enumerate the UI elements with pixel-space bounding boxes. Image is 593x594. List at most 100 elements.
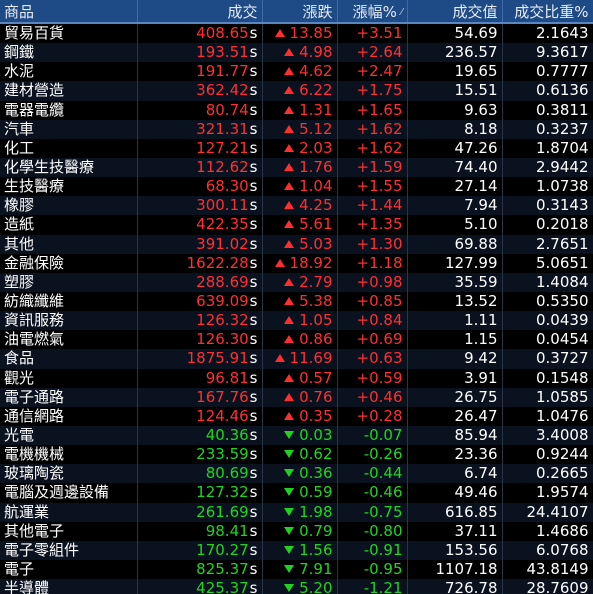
change-value: 1.56 <box>299 540 333 559</box>
table-row[interactable]: 水泥 191.77s 4.62 +2.47 19.65 0.7777 <box>0 62 593 82</box>
table-row[interactable]: 塑膠 288.69s 2.79 +0.98 35.59 1.4084 <box>0 272 593 292</box>
sector-name: 半導體 <box>0 579 138 594</box>
header-ratio[interactable]: 成交比重% <box>502 0 593 24</box>
up-arrow-icon <box>284 124 295 133</box>
table-row[interactable]: 鋼鐵 193.51s 4.98 +2.64 236.57 9.3617 <box>0 43 593 63</box>
header-change[interactable]: 漲跌 <box>262 0 338 24</box>
up-arrow-icon <box>284 335 295 344</box>
table-row[interactable]: 光電 40.36s 0.03 -0.07 85.94 3.4008 <box>0 425 593 446</box>
change-pct-value: -1.21 <box>337 579 408 594</box>
price-suffix: s <box>249 119 258 138</box>
change-value: 4.25 <box>299 196 333 215</box>
price-suffix: s <box>249 540 258 559</box>
ratio-value: 0.0454 <box>502 330 593 350</box>
change-pct-value: +0.69 <box>337 330 408 350</box>
volume-value: 5.10 <box>407 215 503 235</box>
volume-value: 15.51 <box>407 81 503 101</box>
table-row[interactable]: 資訊服務 126.32s 1.05 +0.84 1.11 0.0439 <box>0 311 593 331</box>
price-suffix: s <box>249 406 258 425</box>
ratio-value: 2.1643 <box>502 23 593 44</box>
change-pct-value: +0.46 <box>337 387 408 407</box>
table-row[interactable]: 電子 825.37s 7.91 -0.95 1107.18 43.8149 <box>0 559 593 580</box>
change-value: 0.57 <box>299 368 333 387</box>
table-row[interactable]: 紡織纖維 639.09s 5.38 +0.85 13.52 0.5350 <box>0 291 593 312</box>
volume-value: 85.94 <box>407 425 503 446</box>
table-row[interactable]: 半導體 425.37s 5.20 -1.21 726.78 28.7609 <box>0 579 593 594</box>
up-arrow-icon <box>274 354 285 363</box>
ratio-value: 2.7651 <box>502 234 593 254</box>
table-row[interactable]: 化學生技醫療 112.62s 1.76 +1.59 74.40 2.9442 <box>0 157 593 178</box>
change-value: 7.91 <box>299 560 333 578</box>
price-value: 68.30 <box>205 177 249 196</box>
price-value: 425.37 <box>196 579 249 594</box>
ratio-value: 1.8704 <box>502 138 593 158</box>
table-row[interactable]: 其他電子 98.41s 0.79 -0.80 37.11 1.4686 <box>0 521 593 541</box>
sector-name: 觀光 <box>0 368 138 388</box>
sector-name: 橡膠 <box>0 196 138 216</box>
price-suffix: s <box>249 560 258 578</box>
table-row[interactable]: 玻璃陶瓷 80.69s 0.36 -0.44 6.74 0.2665 <box>0 464 593 484</box>
volume-value: 153.56 <box>407 540 503 560</box>
sort-icon[interactable]: ⁄ <box>400 6 403 18</box>
price-suffix: s <box>249 311 258 330</box>
sector-name: 電器電纜 <box>0 100 138 120</box>
table-row[interactable]: 造紙 422.35s 5.61 +1.35 5.10 0.2018 <box>0 215 593 235</box>
change-cell: 0.76 <box>262 387 338 407</box>
price-cell: 127.32s <box>137 483 263 503</box>
change-value: 1.76 <box>299 158 333 177</box>
sector-name: 電腦及週邊設備 <box>0 483 138 503</box>
table-row[interactable]: 觀光 96.81s 0.57 +0.59 3.91 0.1548 <box>0 368 593 388</box>
table-row[interactable]: 電腦及週邊設備 127.32s 0.59 -0.46 49.46 1.9574 <box>0 483 593 503</box>
price-value: 825.37 <box>196 560 249 578</box>
ratio-value: 0.7777 <box>502 62 593 82</box>
price-value: 40.36 <box>205 426 249 445</box>
table-row[interactable]: 生技醫療 68.30s 1.04 +1.55 27.14 1.0738 <box>0 177 593 197</box>
price-suffix: s <box>249 253 258 272</box>
up-arrow-icon <box>284 182 295 191</box>
table-row[interactable]: 金融保險 1622.28s 18.92 +1.18 127.99 5.0651 <box>0 253 593 273</box>
header-price[interactable]: 成交 <box>137 0 263 24</box>
volume-value: 74.40 <box>407 157 503 178</box>
down-arrow-icon <box>284 450 295 459</box>
table-row[interactable]: 化工 127.21s 2.03 +1.62 47.26 1.8704 <box>0 138 593 158</box>
price-value: 80.69 <box>205 464 249 483</box>
change-cell: 1.98 <box>262 502 338 522</box>
table-row[interactable]: 電子通路 167.76s 0.76 +0.46 26.75 1.0585 <box>0 387 593 407</box>
change-cell: 11.69 <box>262 349 338 369</box>
table-row[interactable]: 電子零組件 170.27s 1.56 -0.91 153.56 6.0768 <box>0 540 593 560</box>
header-volume[interactable]: 成交值 <box>407 0 503 24</box>
header-name[interactable]: 商品 <box>0 0 138 24</box>
header-change-pct[interactable]: 漲幅% ⁄ <box>337 0 408 24</box>
volume-value: 23.36 <box>407 445 503 465</box>
table-row[interactable]: 汽車 321.31s 5.12 +1.62 8.18 0.3237 <box>0 119 593 139</box>
table-row[interactable]: 貿易百貨 408.65s 13.85 +3.51 54.69 2.1643 <box>0 23 593 44</box>
price-suffix: s <box>249 272 258 291</box>
down-arrow-icon <box>284 545 295 554</box>
price-value: 126.32 <box>196 311 249 330</box>
table-row[interactable]: 通信網路 124.46s 0.35 +0.28 26.47 1.0476 <box>0 406 593 426</box>
sector-name: 油電燃氣 <box>0 330 138 350</box>
table-row[interactable]: 橡膠 300.11s 4.25 +1.44 7.94 0.3143 <box>0 196 593 216</box>
ratio-value: 1.0476 <box>502 406 593 426</box>
change-pct-value: +0.28 <box>337 406 408 426</box>
change-cell: 18.92 <box>262 253 338 273</box>
table-row[interactable]: 油電燃氣 126.30s 0.86 +0.69 1.15 0.0454 <box>0 330 593 350</box>
table-row[interactable]: 建材營造 362.42s 6.22 +1.75 15.51 0.6136 <box>0 81 593 101</box>
table-row[interactable]: 其他 391.02s 5.03 +1.30 69.88 2.7651 <box>0 234 593 254</box>
sector-name: 資訊服務 <box>0 311 138 331</box>
sector-name: 其他電子 <box>0 521 138 541</box>
sector-name: 水泥 <box>0 62 138 82</box>
ratio-value: 9.3617 <box>502 43 593 63</box>
table-row[interactable]: 電機機械 233.59s 0.62 -0.26 23.36 0.9244 <box>0 445 593 465</box>
change-value: 4.62 <box>299 62 333 81</box>
change-cell: 0.62 <box>262 445 338 465</box>
ratio-value: 0.1548 <box>502 368 593 388</box>
change-pct-value: -0.46 <box>337 483 408 503</box>
table-row[interactable]: 電器電纜 80.74s 1.31 +1.65 9.63 0.3811 <box>0 100 593 120</box>
table-row[interactable]: 食品 1875.91s 11.69 +0.63 9.42 0.3727 <box>0 349 593 369</box>
table-row[interactable]: 航運業 261.69s 1.98 -0.75 616.85 24.4107 <box>0 502 593 522</box>
price-suffix: s <box>249 426 258 445</box>
price-cell: 96.81s <box>137 368 263 388</box>
change-cell: 0.79 <box>262 521 338 541</box>
